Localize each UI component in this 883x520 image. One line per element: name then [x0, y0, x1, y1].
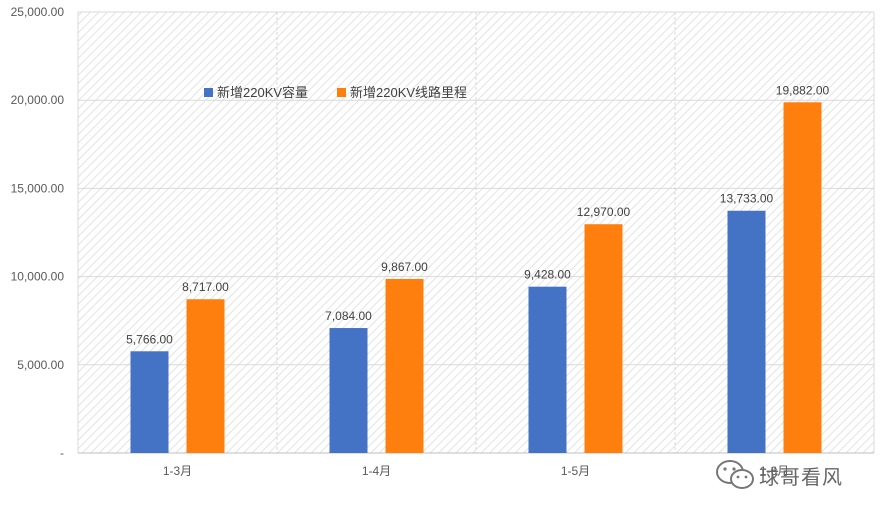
x-tick-label: 1-6月 — [760, 464, 789, 478]
data-label: 19,882.00 — [776, 83, 830, 97]
wechat-icon — [716, 460, 754, 489]
y-tick-label: - — [60, 446, 64, 460]
legend-label: 新增220KV容量 — [217, 85, 308, 100]
bar-capacity — [130, 351, 169, 453]
x-tick-label: 1-3月 — [163, 464, 192, 478]
bar-mileage — [186, 299, 225, 453]
data-label: 9,867.00 — [381, 260, 428, 274]
legend-label: 新增220KV线路里程 — [350, 85, 467, 100]
bar-mileage — [385, 278, 424, 453]
data-label: 8,717.00 — [182, 280, 229, 294]
y-tick-label: 25,000.00 — [11, 5, 65, 19]
bar-capacity — [528, 286, 567, 453]
watermark-text: 球哥看风 — [759, 464, 843, 489]
x-tick-label: 1-4月 — [362, 464, 391, 478]
data-label: 7,084.00 — [325, 309, 372, 323]
data-label: 12,970.00 — [577, 205, 631, 219]
x-tick-label: 1-5月 — [561, 464, 590, 478]
y-tick-label: 5,000.00 — [17, 358, 64, 372]
bar-capacity — [727, 210, 766, 453]
data-label: 9,428.00 — [524, 268, 571, 282]
legend-swatch — [204, 88, 213, 97]
y-tick-label: 15,000.00 — [11, 181, 65, 195]
watermark: 球哥看风 — [715, 455, 843, 495]
bar-mileage — [783, 102, 822, 453]
bar-capacity — [329, 328, 368, 453]
bar-mileage — [584, 224, 623, 453]
y-tick-label: 20,000.00 — [11, 93, 65, 107]
y-tick-label: 10,000.00 — [11, 270, 65, 284]
legend-swatch — [337, 88, 346, 97]
data-label: 5,766.00 — [126, 332, 173, 346]
data-label: 13,733.00 — [720, 192, 774, 206]
